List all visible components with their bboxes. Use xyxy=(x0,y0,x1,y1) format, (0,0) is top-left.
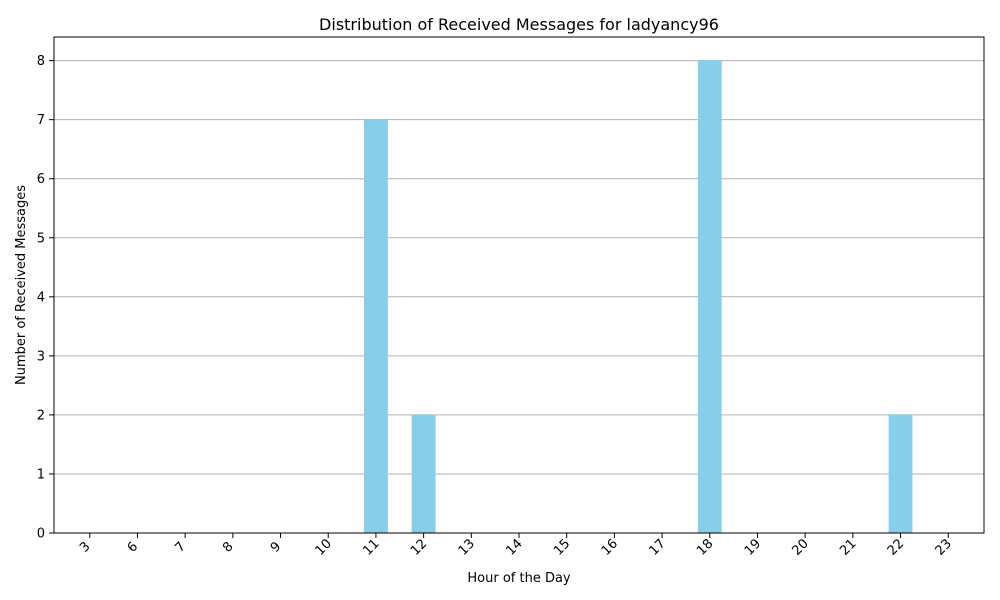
x-axis-title: Hour of the Day xyxy=(467,571,571,586)
bars xyxy=(364,60,913,534)
x-tick-label: 19 xyxy=(742,536,764,558)
y-axis-title: Number of Received Messages xyxy=(14,185,29,385)
x-tick-label: 18 xyxy=(694,536,716,558)
x-tick-label: 3 xyxy=(77,539,93,555)
x-tick-label: 21 xyxy=(837,536,859,558)
x-tick-label: 10 xyxy=(313,536,335,558)
x-tick-label: 15 xyxy=(551,536,573,558)
gridlines xyxy=(54,60,984,534)
bar xyxy=(411,414,436,533)
y-tick-label: 6 xyxy=(37,172,45,187)
x-tick-label: 11 xyxy=(360,536,382,558)
x-tick-label: 20 xyxy=(790,536,812,558)
x-tick-label: 6 xyxy=(125,539,141,555)
y-tick-label: 0 xyxy=(37,527,45,542)
bar xyxy=(364,119,388,534)
y-tick-label: 8 xyxy=(37,54,45,69)
x-tick-label: 7 xyxy=(172,539,188,555)
y-axis-ticks: 0 1 2 3 4 5 6 7 8 xyxy=(37,54,54,542)
x-tick-label: 16 xyxy=(599,536,621,558)
x-tick-label: 14 xyxy=(503,536,525,558)
x-tick-label: 17 xyxy=(646,536,668,558)
chart-title: Distribution of Received Messages for la… xyxy=(319,15,719,34)
x-tick-label: 22 xyxy=(885,536,907,558)
x-tick-label: 12 xyxy=(408,536,430,558)
y-tick-label: 3 xyxy=(37,349,45,364)
y-tick-label: 7 xyxy=(37,113,45,128)
y-tick-label: 1 xyxy=(37,467,45,482)
y-tick-label: 2 xyxy=(37,408,45,423)
y-tick-label: 5 xyxy=(37,231,45,246)
x-tick-label: 8 xyxy=(220,539,236,555)
plot-area-frame xyxy=(53,36,985,534)
bar xyxy=(697,60,722,533)
bar xyxy=(888,414,913,533)
y-tick-label: 4 xyxy=(37,290,45,305)
x-axis-ticks: 3 6 7 8 9 10 11 12 13 14 15 16 17 18 19 20 21 22 23 xyxy=(77,533,955,559)
x-tick-label: 9 xyxy=(268,539,284,555)
x-tick-label: 23 xyxy=(933,536,955,558)
x-tick-label: 13 xyxy=(456,536,478,558)
